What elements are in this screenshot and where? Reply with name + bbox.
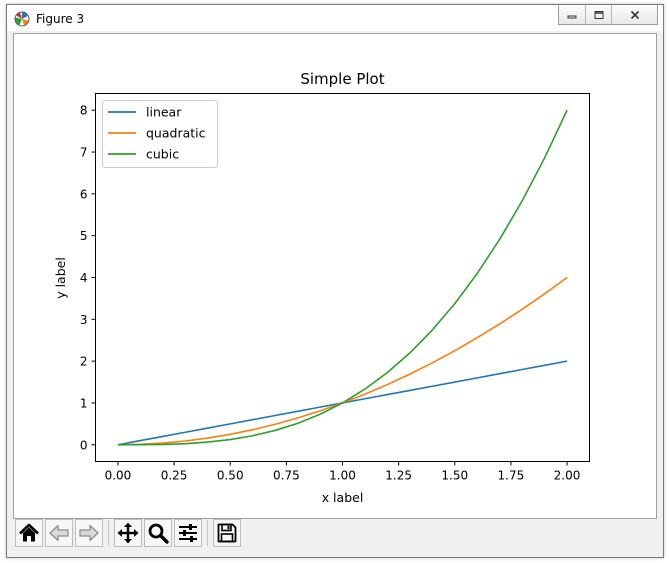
x-tick-label: 1.25 bbox=[385, 469, 412, 483]
legend-box bbox=[102, 100, 218, 168]
y-tick-label: 8 bbox=[80, 104, 88, 118]
title-bar[interactable]: Figure 3 bbox=[7, 5, 663, 31]
x-tick-label: 0.75 bbox=[273, 469, 300, 483]
y-tick-label: 7 bbox=[80, 146, 88, 160]
zoom-magnifier-icon bbox=[148, 523, 169, 544]
matplotlib-logo-icon bbox=[14, 11, 30, 27]
chart-legend: linear quadratic cubic bbox=[102, 100, 218, 168]
home-button[interactable] bbox=[15, 519, 43, 547]
y-tick-label: 2 bbox=[80, 355, 88, 369]
close-button[interactable] bbox=[611, 5, 657, 24]
save-button[interactable] bbox=[213, 519, 241, 547]
navigation-toolbar bbox=[15, 517, 243, 549]
minimize-icon bbox=[567, 15, 577, 18]
pan-button[interactable] bbox=[114, 519, 142, 547]
x-tick-label: 1.00 bbox=[329, 469, 356, 483]
home-icon bbox=[19, 523, 39, 542]
forward-button[interactable] bbox=[75, 519, 103, 547]
save-disk-icon bbox=[217, 523, 237, 543]
x-tick-label: 0.00 bbox=[105, 469, 132, 483]
x-tick-label: 1.50 bbox=[441, 469, 468, 483]
x-tick-label: 1.75 bbox=[498, 469, 525, 483]
minimize-button[interactable] bbox=[559, 5, 585, 24]
y-tick-label: 4 bbox=[80, 271, 88, 285]
close-icon bbox=[630, 10, 639, 19]
zoom-button[interactable] bbox=[144, 519, 172, 547]
x-tick-label: 0.50 bbox=[217, 469, 244, 483]
chart-title: Simple Plot bbox=[300, 70, 384, 88]
y-tick-label: 1 bbox=[80, 396, 88, 410]
y-axis-label: y label bbox=[53, 257, 68, 299]
y-tick-label: 5 bbox=[80, 229, 88, 243]
series-line-cubic bbox=[117, 109, 568, 446]
pan-arrows-icon bbox=[117, 522, 139, 544]
y-tick-label: 0 bbox=[80, 438, 88, 452]
forward-arrow-icon bbox=[79, 524, 99, 542]
back-arrow-icon bbox=[49, 524, 69, 542]
figure-window: Figure 3 Simple Plot bbox=[6, 4, 664, 558]
window-title: Figure 3 bbox=[36, 12, 85, 26]
figure-canvas[interactable]: Simple Plot 0.00 0.25 0.50 0.75 1.00 1.25 1.50… bbox=[13, 33, 657, 519]
series-line-quadratic bbox=[117, 276, 568, 446]
line-chart: Simple Plot 0.00 0.25 0.50 0.75 1.00 1.25 1.50… bbox=[53, 70, 590, 505]
subplots-sliders-icon bbox=[179, 524, 197, 542]
legend-label-quadratic: quadratic bbox=[146, 126, 206, 141]
toolbar-separator bbox=[108, 520, 109, 546]
maximize-icon bbox=[594, 10, 603, 19]
maximize-button[interactable] bbox=[585, 5, 611, 24]
window-controls bbox=[558, 5, 658, 25]
x-tick-label: 2.00 bbox=[554, 469, 581, 483]
legend-label-cubic: cubic bbox=[146, 147, 179, 162]
toolbar-separator bbox=[207, 520, 208, 546]
y-tick-label: 3 bbox=[80, 313, 88, 327]
legend-label-linear: linear bbox=[146, 105, 182, 120]
y-tick-label: 6 bbox=[80, 187, 88, 201]
subplots-button[interactable] bbox=[174, 519, 202, 547]
x-tick-label: 0.25 bbox=[161, 469, 188, 483]
x-axis-label: x label bbox=[322, 490, 364, 505]
back-button[interactable] bbox=[45, 519, 73, 547]
